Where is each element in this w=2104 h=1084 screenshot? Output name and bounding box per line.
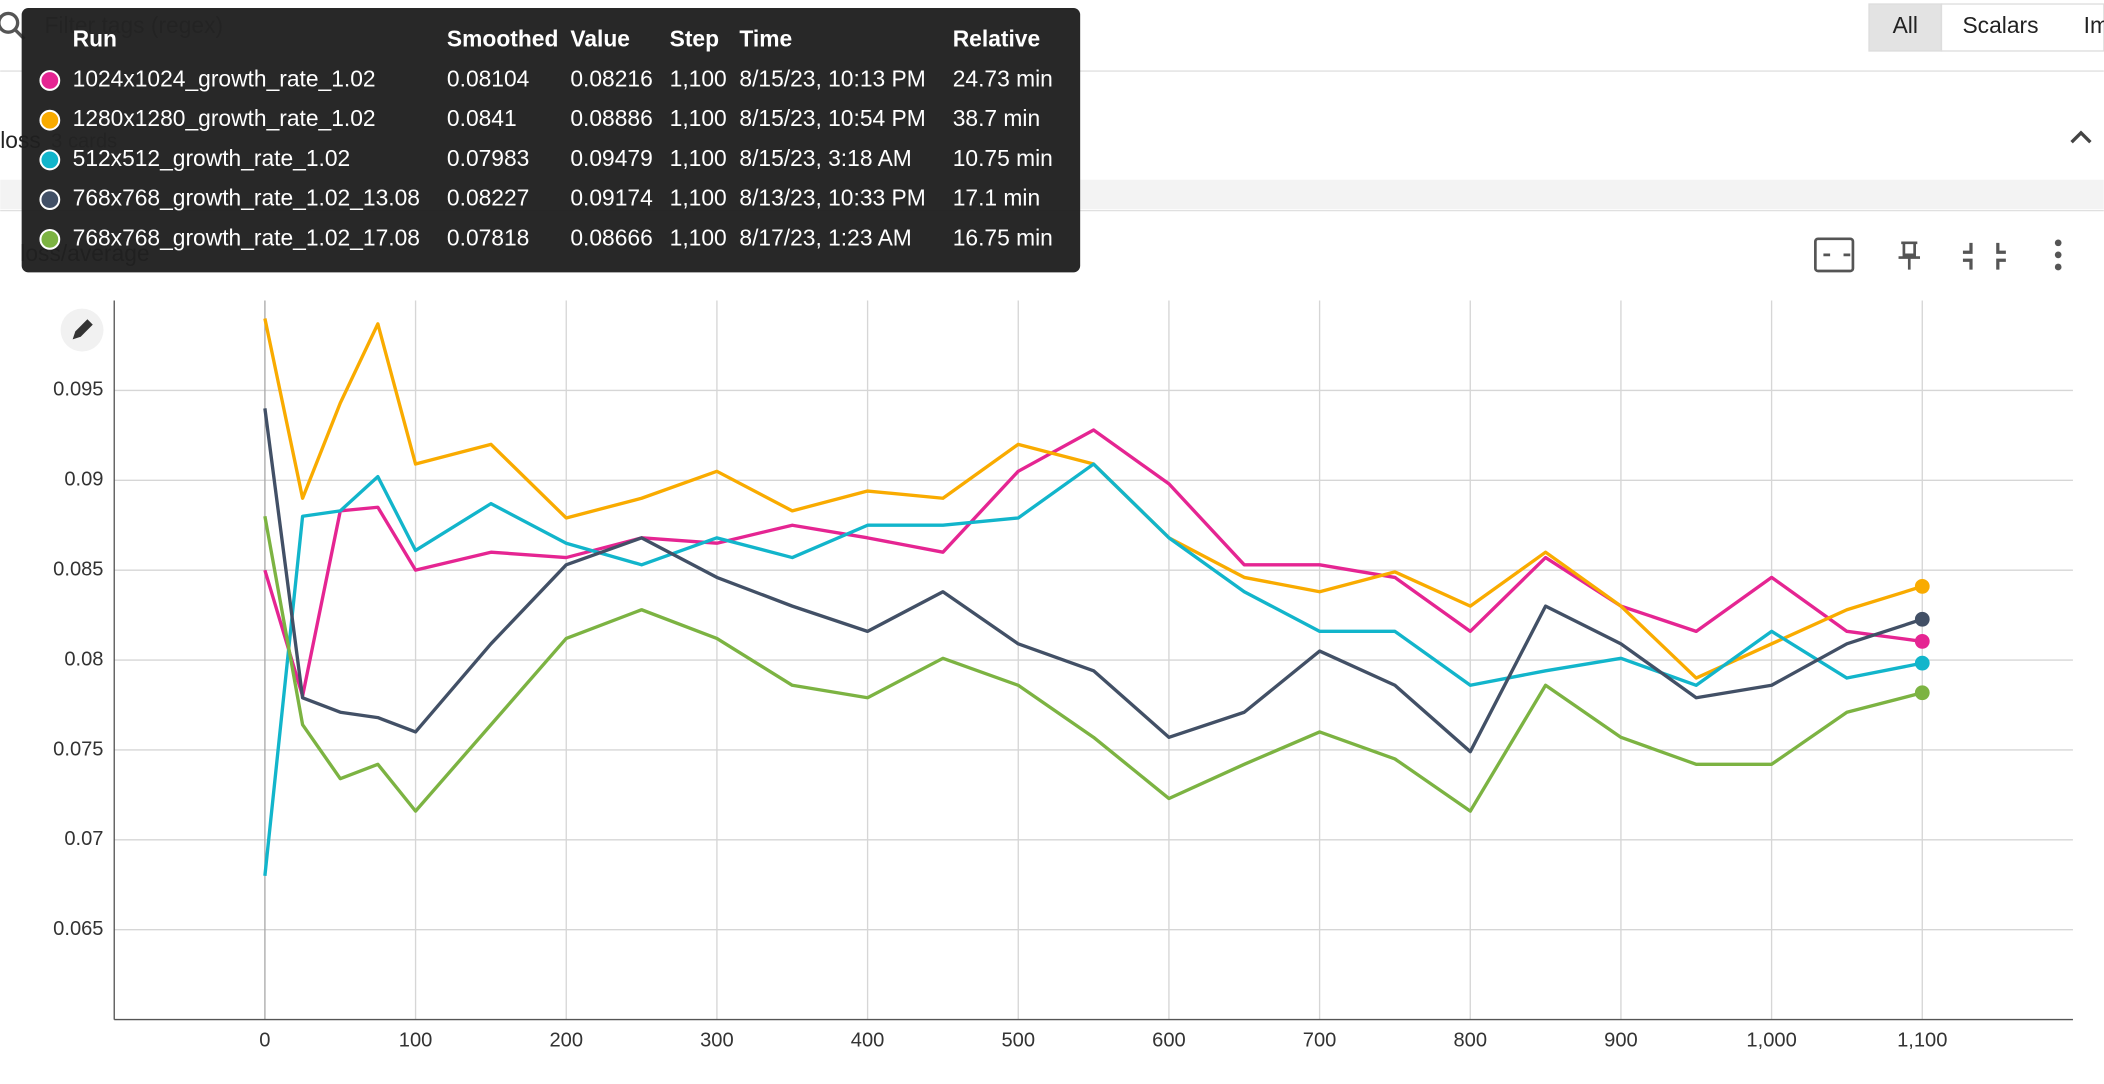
run-name: 768x768_growth_rate_1.02_13.08: [73, 185, 420, 211]
tab[interactable]: Scalars: [1962, 12, 2038, 38]
tooltip-header: Smoothed: [447, 25, 558, 51]
relative: 38.7 min: [953, 105, 1040, 131]
end-dot: [1914, 655, 1930, 671]
smoothed-value: 0.08104: [447, 66, 530, 92]
plot-lines: [263, 318, 1923, 876]
tooltip: Run Smoothed Value Step Time Relative 1024x102…: [21, 8, 1081, 273]
relative: 17.1 min: [953, 185, 1040, 211]
step: 1,100: [670, 224, 727, 250]
smoothed-value: 0.0841: [447, 105, 517, 131]
x-tick-label: 800: [1453, 1029, 1487, 1051]
time: 8/15/23, 10:54 PM: [739, 105, 925, 131]
more-icon[interactable]: [2054, 239, 2062, 271]
raw-value: 0.08216: [570, 66, 652, 92]
tab[interactable]: All: [1893, 12, 1918, 38]
collapse-icon[interactable]: [2070, 130, 2092, 144]
grid: [114, 300, 2073, 1020]
x-tick-label: 600: [1152, 1029, 1186, 1051]
run-swatch: [39, 70, 61, 91]
series-line: [263, 462, 1923, 876]
series-line: [263, 408, 1923, 754]
smoothed-value: 0.07983: [447, 145, 529, 171]
tooltip-header: Step: [670, 25, 719, 51]
y-tick-label: 0.085: [53, 558, 103, 580]
run-swatch: [39, 189, 61, 211]
step: 1,100: [670, 105, 727, 131]
pin-icon[interactable]: [1898, 241, 1921, 270]
x-tick-label: 900: [1604, 1029, 1638, 1051]
end-dot: [1914, 633, 1930, 649]
raw-value: 0.08886: [570, 105, 652, 131]
end-dot: [1914, 685, 1930, 701]
collapse-card-icon[interactable]: [1962, 242, 2006, 270]
step: 1,100: [670, 185, 727, 211]
x-tick-label: 700: [1303, 1029, 1337, 1051]
x-tick-label: 100: [399, 1029, 433, 1051]
x-tick-label: 300: [700, 1029, 734, 1051]
tooltip-header: Time: [739, 25, 792, 51]
time: 8/17/23, 1:23 AM: [739, 224, 911, 250]
run-name: 1280x1280_growth_rate_1.02: [73, 105, 376, 131]
run-name: 1024x1024_growth_rate_1.02: [73, 66, 376, 92]
ticks: 0.065 0.07 0.075 0.08 0.085 0.09 0.095 0 100 200 3…: [53, 379, 1947, 1052]
fit-icon[interactable]: [1814, 237, 1855, 273]
y-tick-label: 0.09: [64, 469, 103, 491]
raw-value: 0.09479: [570, 145, 652, 171]
smoothed-value: 0.08227: [447, 185, 529, 211]
series-line: [263, 515, 1923, 813]
y-tick-label: 0.08: [64, 648, 103, 670]
tooltip-header: Value: [570, 25, 630, 51]
relative: 10.75 min: [953, 145, 1053, 171]
tooltip-box: [21, 8, 1081, 273]
x-tick-label: 0: [259, 1029, 270, 1051]
relative: 16.75 min: [953, 224, 1053, 250]
time: 8/15/23, 10:13 PM: [739, 66, 925, 92]
y-tick-label: 0.07: [64, 828, 103, 850]
time: 8/15/23, 3:18 AM: [739, 145, 911, 171]
end-dot: [1914, 578, 1930, 594]
step: 1,100: [670, 145, 727, 171]
y-tick-label: 0.075: [53, 738, 103, 760]
run-name: 512x512_growth_rate_1.02: [73, 145, 351, 171]
run-swatch: [39, 109, 61, 131]
x-tick-label: 1,100: [1897, 1029, 1947, 1051]
x-tick-label: 400: [851, 1029, 885, 1051]
run-swatch: [39, 228, 61, 250]
tab[interactable]: Im: [2084, 12, 2104, 38]
y-tick-label: 0.095: [53, 379, 103, 401]
smoothed-value: 0.07818: [447, 224, 529, 250]
edit-button[interactable]: [60, 308, 104, 352]
tooltip-header: Relative: [953, 25, 1040, 51]
x-tick-label: 500: [1001, 1029, 1035, 1051]
y-tick-label: 0.065: [53, 918, 103, 940]
tooltip-header: Run: [73, 25, 117, 51]
step: 1,100: [670, 66, 727, 92]
raw-value: 0.09174: [570, 185, 653, 211]
series-line: [263, 318, 1923, 680]
time: 8/13/23, 10:33 PM: [739, 185, 925, 211]
x-tick-label: 200: [549, 1029, 583, 1051]
relative: 24.73 min: [953, 66, 1053, 92]
run-swatch: [39, 149, 61, 171]
tab-box: [1940, 3, 2104, 52]
x-tick-label: 1,000: [1746, 1029, 1796, 1051]
tab-active[interactable]: [1868, 3, 1943, 52]
raw-value: 0.08666: [570, 224, 652, 250]
run-name: 768x768_growth_rate_1.02_17.08: [73, 224, 420, 250]
end-dot: [1914, 611, 1930, 627]
